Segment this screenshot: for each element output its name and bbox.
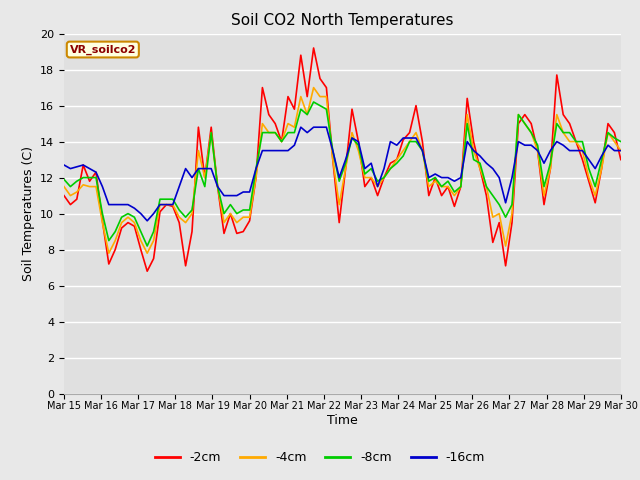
-8cm [60, 177, 68, 182]
-16cm [143, 218, 151, 224]
-4cm [310, 84, 317, 90]
Line: -16cm: -16cm [64, 127, 621, 221]
-4cm [73, 189, 81, 195]
-2cm [143, 268, 151, 274]
-16cm [220, 192, 228, 199]
-4cm [60, 184, 68, 190]
-8cm [617, 139, 625, 144]
-8cm [143, 243, 151, 249]
Title: Soil CO2 North Temperatures: Soil CO2 North Temperatures [231, 13, 454, 28]
-16cm [348, 135, 356, 141]
-16cm [297, 124, 305, 130]
Line: -2cm: -2cm [64, 48, 621, 271]
-16cm [60, 162, 68, 168]
-8cm [399, 153, 407, 159]
-16cm [399, 135, 407, 141]
-8cm [220, 211, 228, 216]
Legend: -2cm, -4cm, -8cm, -16cm: -2cm, -4cm, -8cm, -16cm [150, 446, 490, 469]
-2cm [399, 137, 407, 143]
-2cm [310, 45, 317, 51]
-4cm [617, 148, 625, 154]
-8cm [508, 202, 516, 207]
-2cm [227, 211, 234, 216]
-4cm [220, 220, 228, 226]
-16cm [227, 192, 234, 199]
-4cm [399, 148, 407, 154]
-4cm [105, 251, 113, 256]
-2cm [60, 192, 68, 199]
-4cm [508, 211, 516, 216]
-8cm [73, 178, 81, 184]
-8cm [348, 135, 356, 141]
-2cm [220, 230, 228, 236]
-2cm [508, 220, 516, 226]
-16cm [508, 175, 516, 180]
X-axis label: Time: Time [327, 414, 358, 427]
Line: -4cm: -4cm [64, 87, 621, 253]
-2cm [73, 196, 81, 202]
Text: VR_soilco2: VR_soilco2 [70, 44, 136, 55]
-16cm [73, 164, 81, 170]
-8cm [227, 202, 234, 207]
Y-axis label: Soil Temperatures (C): Soil Temperatures (C) [22, 146, 35, 281]
Line: -8cm: -8cm [64, 102, 621, 246]
-2cm [348, 106, 356, 112]
-16cm [617, 148, 625, 154]
-4cm [227, 211, 234, 216]
-2cm [617, 156, 625, 162]
-8cm [310, 99, 317, 105]
-4cm [348, 130, 356, 135]
